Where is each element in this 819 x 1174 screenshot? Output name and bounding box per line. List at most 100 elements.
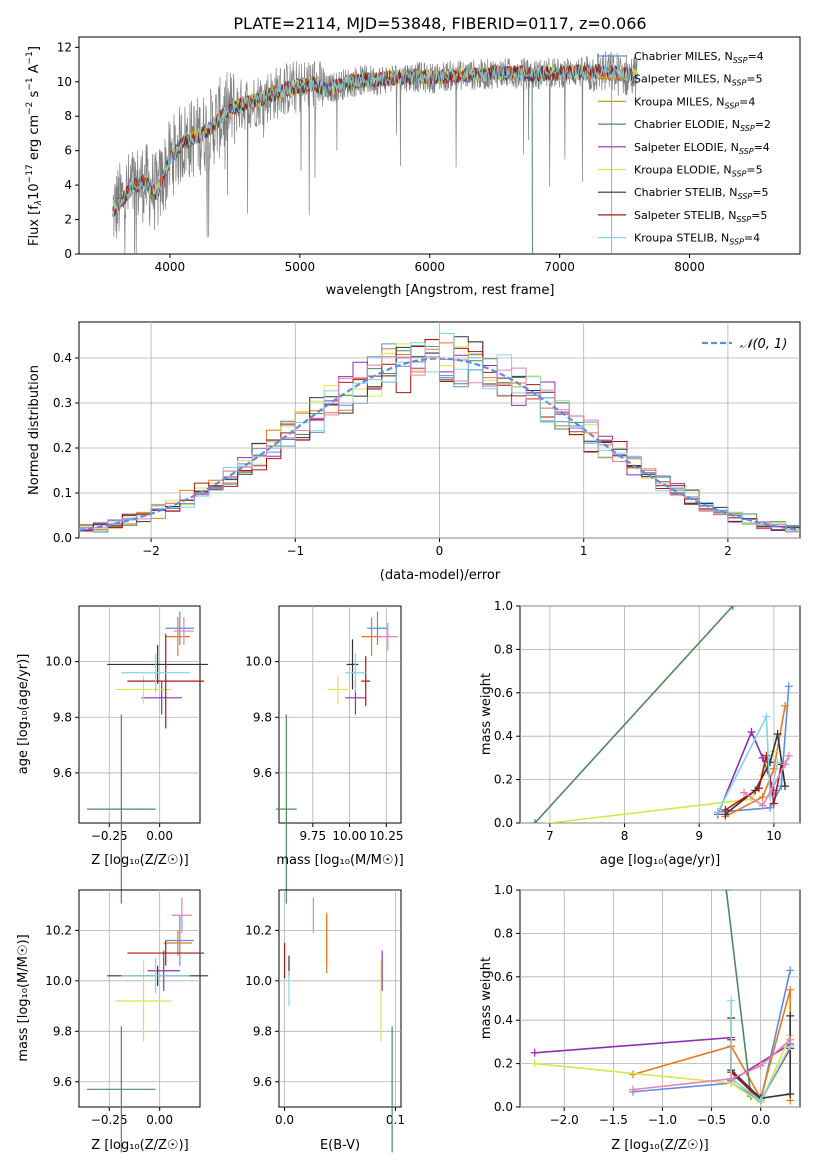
- z-age-xtick-label: 0.00: [146, 829, 173, 843]
- ebv-mass-panel: 0.0 0.1 9.6 9.8 10.0 10.2 E(B-V): [245, 889, 405, 1153]
- ebv-mass-ytick-label: 9.6: [253, 1075, 272, 1089]
- histogram-ytick-label: 0.2: [53, 441, 72, 455]
- age-weight-xtick-label: 8: [621, 829, 629, 843]
- histogram-xtick-label: −1: [286, 544, 304, 558]
- spectrum-ytick-label: 6: [64, 144, 72, 158]
- z-weight-xtick-label: −2.0: [550, 1113, 579, 1127]
- histogram-panel: −2 −1 0 1 2 0.0 0.1 0.2 0.3 0.4 (data-model)/erro…: [27, 321, 801, 583]
- z-weight-xtick-label: −1.0: [648, 1113, 677, 1127]
- age-weight-point-marker: [721, 805, 730, 814]
- age-weight-point-marker: [728, 606, 737, 610]
- ebv-mass-xtick-label: 0.0: [275, 1113, 294, 1127]
- histogram-xlabel: (data-model)/error: [380, 568, 501, 583]
- age-weight-xlabel: age [log₁₀(age/yr)]: [600, 853, 721, 868]
- z-weight-series-line: [632, 970, 791, 1102]
- legend-label: Chabrier MILES, NSSP=4: [634, 50, 764, 65]
- age-weight-point-marker: [740, 788, 748, 797]
- z-weight-series-line: [632, 1039, 791, 1091]
- histogram-ylabel: Normed distribution: [27, 365, 42, 495]
- z-age-ylabel: age [log₁₀(age/yr)]: [16, 654, 31, 775]
- spectrum-ytick-label: 2: [64, 213, 72, 227]
- histogram-legend-label: 𝒩(0, 1): [740, 337, 787, 352]
- age-weight-point-marker: [769, 799, 778, 808]
- z-weight-ytick-label: 0.2: [494, 1057, 513, 1071]
- spectrum-ylabel: Flux [fλ10−17 erg cm−2 s−1 A−1]: [25, 46, 44, 246]
- legend-label: Salpeter STELIB, NSSP=5: [634, 209, 767, 224]
- z-mass-ytick-label: 10.2: [45, 923, 72, 937]
- age-weight-point-marker: [530, 819, 539, 823]
- age-weight-ylabel: mass weight: [479, 673, 494, 755]
- spectrum-xtick-label: 5000: [285, 260, 316, 274]
- mass-age-ytick-label: 9.6: [253, 766, 272, 780]
- z-weight-point-marker: [628, 1085, 637, 1094]
- histogram-xtick-label: −2: [142, 544, 160, 558]
- z-weight-series-line: [534, 1035, 791, 1104]
- z-weight-point-marker: [727, 1074, 736, 1083]
- age-weight-xtick-label: 10: [766, 829, 781, 843]
- z-weight-ylabel: mass weight: [479, 957, 494, 1039]
- age-weight-series-line: [549, 751, 775, 823]
- z-weight-series-line: [730, 1000, 791, 1102]
- histogram-xtick-label: 2: [724, 544, 732, 558]
- spectrum-legend: Chabrier MILES, NSSP=4 Salpeter MILES, NS…: [598, 50, 771, 247]
- spectrum-xtick-label: 8000: [674, 260, 705, 274]
- histogram-ytick-label: 0.1: [53, 486, 72, 500]
- spectrum-xtick-label: 4000: [155, 260, 186, 274]
- z-weight-ytick-label: 0.0: [494, 1100, 513, 1114]
- z-age-xlabel: Z [log₁₀(Z/Z☉)]: [91, 853, 188, 868]
- z-mass-xlabel: Z [log₁₀(Z/Z☉)]: [91, 1138, 188, 1153]
- spectrum-ytick-label: 0: [64, 247, 72, 261]
- legend-label: Kroupa ELODIE, NSSP=5: [634, 164, 763, 179]
- histogram-ytick-label: 0.4: [53, 351, 72, 365]
- z-mass-xtick-label: −0.25: [91, 1113, 128, 1127]
- z-mass-xtick-label: 0.00: [146, 1113, 173, 1127]
- age-weight-point-marker: [784, 682, 793, 691]
- age-weight-point-marker: [758, 792, 767, 801]
- age-weight-point-marker: [781, 701, 790, 710]
- z-weight-xtick-label: −0.5: [697, 1113, 726, 1127]
- histogram-ytick-label: 0.3: [53, 396, 72, 410]
- age-weight-point-marker: [773, 730, 782, 739]
- z-weight-point-marker: [530, 1059, 539, 1068]
- legend-label: Chabrier ELODIE, NSSP=2: [634, 118, 771, 133]
- z-weight-point-marker: [722, 890, 731, 894]
- age-weight-xtick-label: 7: [546, 829, 554, 843]
- spectrum-ytick-label: 12: [57, 40, 72, 54]
- z-weight-point-marker: [786, 1089, 795, 1098]
- mass-age-xtick-label: 10.00: [332, 829, 366, 843]
- mass-age-panel: 9.75 10.00 10.25 9.6 9.8 10.0 mass [log₁₀(M/M…: [245, 605, 404, 904]
- z-weight-ytick-label: 1.0: [494, 883, 513, 897]
- spectrum-xtick-label: 7000: [544, 260, 575, 274]
- spectrum-model-line: [112, 63, 613, 254]
- z-weight-xtick-label: 0.0: [751, 1113, 770, 1127]
- ebv-mass-ytick-label: 9.8: [253, 1024, 272, 1038]
- legend-label: Salpeter ELODIE, NSSP=4: [634, 141, 770, 156]
- z-weight-point-marker: [786, 1011, 795, 1020]
- z-weight-series-line: [725, 890, 752, 1097]
- spectrum-ytick-label: 8: [64, 109, 72, 123]
- mass-age-ytick-label: 10.0: [245, 655, 272, 669]
- legend-label: Kroupa MILES, NSSP=4: [634, 95, 755, 110]
- z-age-panel: −0.25 0.00 9.6 9.8 10.0 Z [log₁₀(Z/Z☉)] age …: [16, 605, 209, 904]
- age-weight-point-marker: [758, 801, 767, 810]
- age-weight-point-marker: [781, 760, 790, 769]
- mass-age-xtick-label: 10.25: [369, 829, 403, 843]
- legend-label: Chabrier STELIB, NSSP=5: [634, 186, 768, 201]
- spectrum-xlabel: wavelength [Angstrom, rest frame]: [326, 283, 555, 298]
- age-weight-point-marker: [713, 808, 722, 817]
- z-weight-ytick-label: 0.8: [494, 926, 513, 940]
- z-weight-point-marker: [530, 1048, 539, 1057]
- z-weight-point-marker: [628, 1070, 637, 1079]
- z-mass-ytick-label: 10.0: [45, 974, 72, 988]
- age-weight-point-marker: [773, 758, 782, 767]
- ebv-mass-ytick-label: 10.0: [245, 974, 272, 988]
- age-weight-point-marker: [781, 782, 790, 791]
- age-weight-series-line: [724, 705, 786, 818]
- age-weight-series-line: [743, 755, 790, 807]
- histogram-ytick-label: 0.0: [53, 531, 72, 545]
- z-age-ytick-label: 9.8: [53, 710, 72, 724]
- age-weight-point-marker: [762, 751, 771, 760]
- z-mass-ytick-label: 9.6: [53, 1075, 72, 1089]
- z-weight-point-marker: [786, 985, 795, 994]
